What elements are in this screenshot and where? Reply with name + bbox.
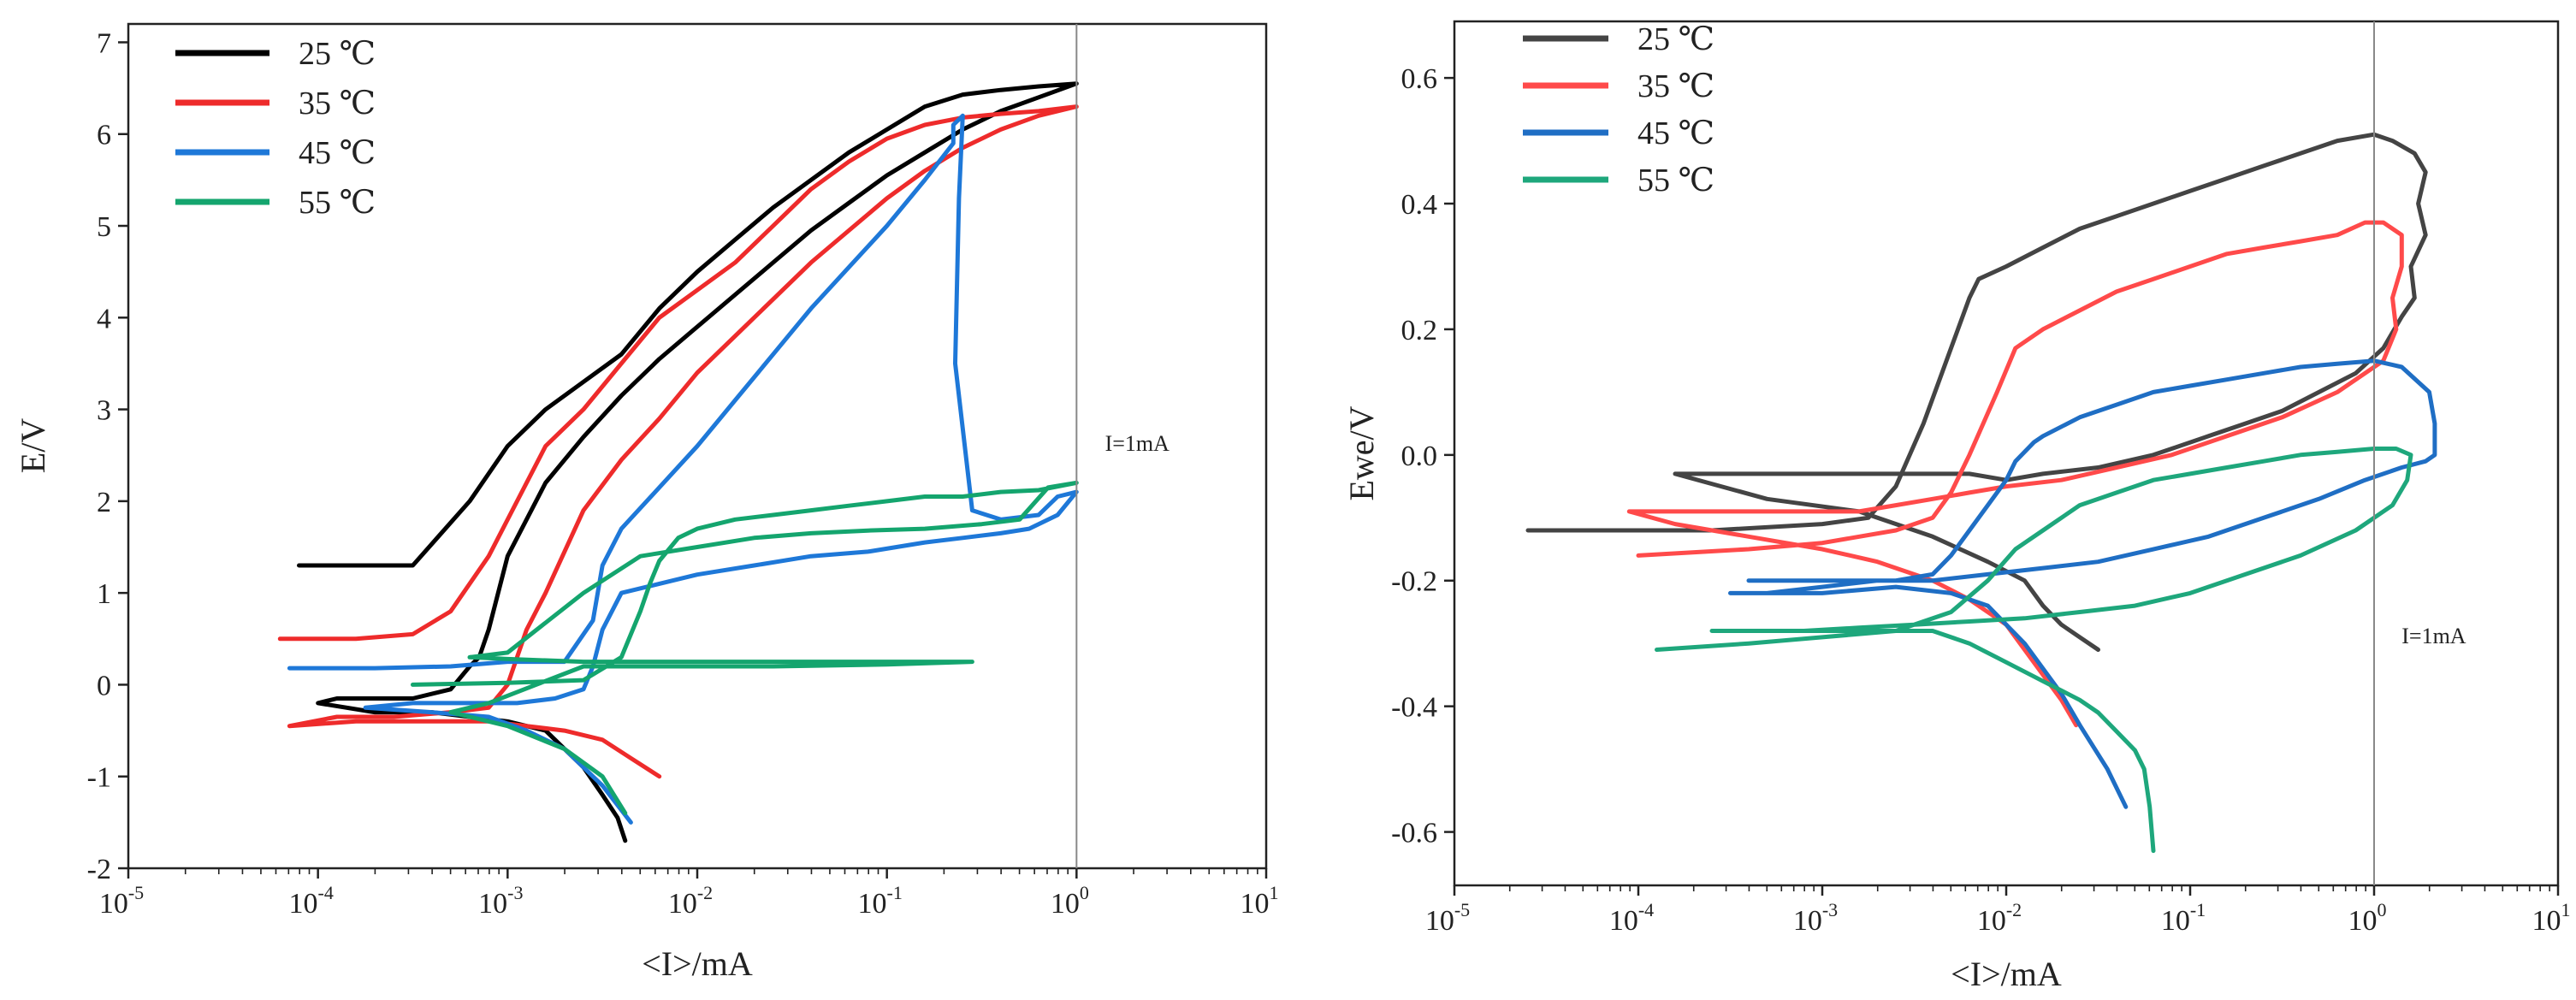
right-series-4-line <box>1655 447 2413 854</box>
right-y-tick-label: -0.6 <box>1391 818 1437 849</box>
left-legend-label: 45 ℃ <box>299 135 376 171</box>
left-x-tick-label: 10-3 <box>478 882 523 920</box>
right-series-3-line <box>1728 358 2437 809</box>
right-plot-frame <box>1453 20 2560 887</box>
right-series-1-line <box>1525 132 2428 652</box>
left-y-tick-label: 7 <box>97 27 111 59</box>
right-x-tick-label: 10-3 <box>1793 899 1838 937</box>
right-y-tick-label: 0.6 <box>1401 63 1438 95</box>
right-y-tick-label: 0.2 <box>1401 315 1438 346</box>
left-x-tick-exponent: 1 <box>1270 882 1279 903</box>
left-x-tick-base: 10 <box>478 888 507 920</box>
left-x-axis-label: <I>/mA <box>642 944 753 983</box>
right-legend-label: 25 ℃ <box>1637 21 1714 57</box>
right-x-tick-exponent: -5 <box>1454 899 1470 920</box>
left-y-tick-label: 1 <box>97 578 111 610</box>
left-x-tick-base: 10 <box>858 888 887 920</box>
left-x-tick-label: 10-5 <box>99 882 144 920</box>
right-x-tick-label: 10-4 <box>1609 899 1654 937</box>
left-x-tick-label: 10-1 <box>858 882 903 920</box>
left-y-tick-label: 3 <box>97 395 111 427</box>
left-y-tick-label: 0 <box>97 670 111 701</box>
right-x-tick-label: 10-2 <box>1977 899 2022 937</box>
right-y-tick-label: -0.2 <box>1391 566 1437 598</box>
right-x-tick-base: 10 <box>2348 905 2378 937</box>
right-x-tick-base: 10 <box>1793 905 1822 937</box>
left-x-tick-base: 10 <box>1241 888 1270 920</box>
right-x-tick-label: 10-5 <box>1425 899 1470 937</box>
left-x-tick-label: 10-4 <box>289 882 334 920</box>
left-legend-label: 25 ℃ <box>299 36 376 72</box>
right-x-tick-base: 10 <box>1609 905 1638 937</box>
right-x-tick-exponent: -3 <box>1822 899 1838 920</box>
left-y-tick-label: 2 <box>97 487 111 518</box>
right-legend-label: 35 ℃ <box>1637 68 1714 104</box>
right-series-layer <box>1525 132 2437 854</box>
right-ticks-layer: 10-5 10-4 10-3 10-2 10-1 100 101-0.6-0.4-0.20.… <box>1391 63 2570 937</box>
right-y-axis-label: Ewe/V <box>1342 405 1381 500</box>
left-x-tick-base: 10 <box>1051 888 1080 920</box>
right-y-tick-label: -0.4 <box>1391 692 1437 724</box>
right-x-tick-exponent: -2 <box>2006 899 2022 920</box>
left-x-tick-exponent: -5 <box>128 882 144 903</box>
left-y-tick-label: -2 <box>87 854 111 885</box>
right-series-2-line <box>1626 220 2404 728</box>
left-y-tick-label: 4 <box>97 303 111 334</box>
right-y-tick-label: 0.0 <box>1401 441 1438 472</box>
left-y-tick-label: -1 <box>87 762 111 794</box>
right-annotation-text: I=1mA <box>2401 624 2466 648</box>
right-x-tick-base: 10 <box>2161 905 2190 937</box>
right-legend-label: 45 ℃ <box>1637 115 1714 151</box>
right-legend: 25 ℃ 35 ℃ 45 ℃ 55 ℃ <box>1523 21 1714 198</box>
left-x-tick-base: 10 <box>668 888 697 920</box>
left-legend: 25 ℃ 35 ℃ 45 ℃ 55 ℃ <box>175 36 376 221</box>
left-legend-label: 35 ℃ <box>299 86 376 121</box>
left-x-tick-label: 101 <box>1241 882 1279 920</box>
left-series-2-line <box>277 104 1079 779</box>
right-chart-panel: I=1mA 10-5 10-4 10-3 10-2 10-1 100 101-0.6-0.4… <box>1342 20 2571 993</box>
right-x-tick-exponent: -1 <box>2190 899 2206 920</box>
left-series-1-line <box>297 81 1079 843</box>
right-x-tick-label: 100 <box>2348 899 2387 937</box>
right-x-tick-exponent: -4 <box>1638 899 1654 920</box>
right-x-tick-label: 101 <box>2532 899 2571 937</box>
left-y-tick-label: 6 <box>97 120 111 151</box>
right-x-tick-label: 10-1 <box>2161 899 2206 937</box>
right-x-tick-base: 10 <box>1977 905 2006 937</box>
left-x-tick-base: 10 <box>289 888 318 920</box>
left-legend-label: 55 ℃ <box>299 185 376 221</box>
right-x-tick-exponent: 0 <box>2378 899 2387 920</box>
left-annotation-text: I=1mA <box>1105 431 1170 456</box>
right-x-tick-base: 10 <box>2532 905 2561 937</box>
right-x-tick-exponent: 1 <box>2561 899 2571 920</box>
left-x-tick-exponent: -1 <box>887 882 903 903</box>
right-y-tick-label: 0.4 <box>1401 189 1438 221</box>
left-x-tick-exponent: -4 <box>318 882 334 903</box>
left-x-tick-exponent: -2 <box>697 882 713 903</box>
left-x-tick-label: 10-2 <box>668 882 713 920</box>
left-series-4-line <box>411 480 1079 816</box>
left-x-tick-exponent: 0 <box>1080 882 1089 903</box>
left-x-tick-exponent: -3 <box>507 882 523 903</box>
right-x-tick-base: 10 <box>1425 905 1454 937</box>
left-x-tick-base: 10 <box>99 888 128 920</box>
right-legend-label: 55 ℃ <box>1637 163 1714 198</box>
left-y-axis-label: E/V <box>14 418 52 474</box>
left-x-tick-label: 100 <box>1051 882 1089 920</box>
left-y-tick-label: 5 <box>97 211 111 243</box>
left-chart-panel: I=1mA 10-5 10-4 10-3 10-2 10-1 100 101-2-10123… <box>14 22 1279 983</box>
right-x-axis-label: <I>/mA <box>1951 955 2062 993</box>
